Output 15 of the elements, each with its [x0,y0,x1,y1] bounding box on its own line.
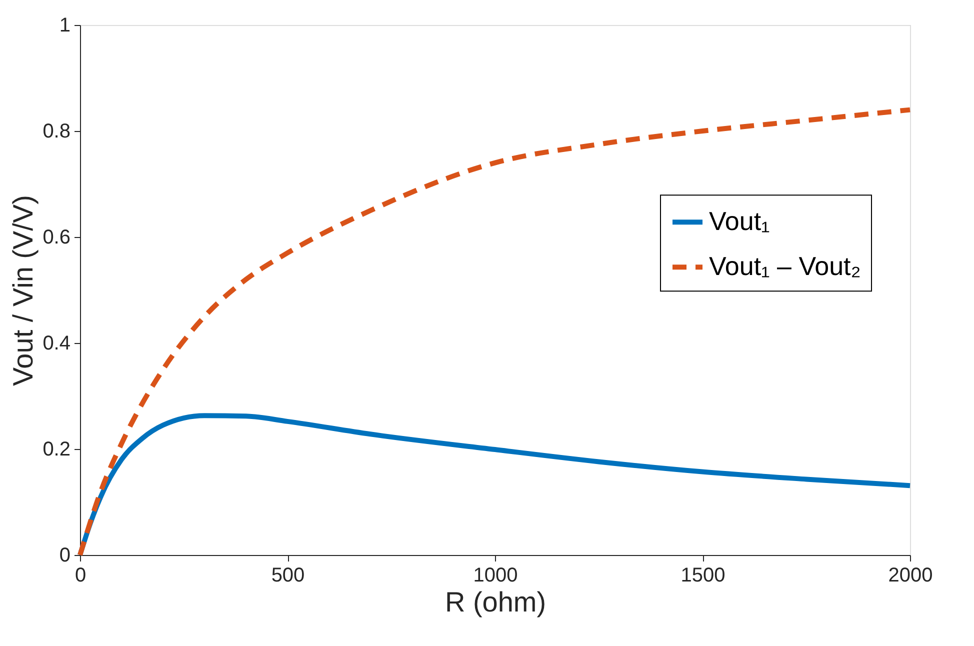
y-tick-label: 0.6 [42,226,70,248]
x-tick-label: 500 [271,564,305,586]
x-axis-title: R (ohm) [444,586,546,618]
x-tick-label: 1000 [473,564,518,586]
legend-label: Vout₁ [709,206,770,236]
y-tick-label: 1 [59,14,70,36]
x-tick-label: 2000 [888,564,933,586]
x-tick-label: 0 [74,564,86,586]
y-tick-label: 0 [59,544,70,566]
legend-label: Vout₁ – Vout₂ [709,251,861,282]
y-axis-title: Vout / Vin (V/V) [8,195,39,386]
x-tick-label: 1500 [680,564,726,586]
y-tick-label: 0.2 [42,438,70,460]
y-tick-label: 0.8 [42,120,70,142]
y-tick-label: 0.4 [42,332,70,354]
